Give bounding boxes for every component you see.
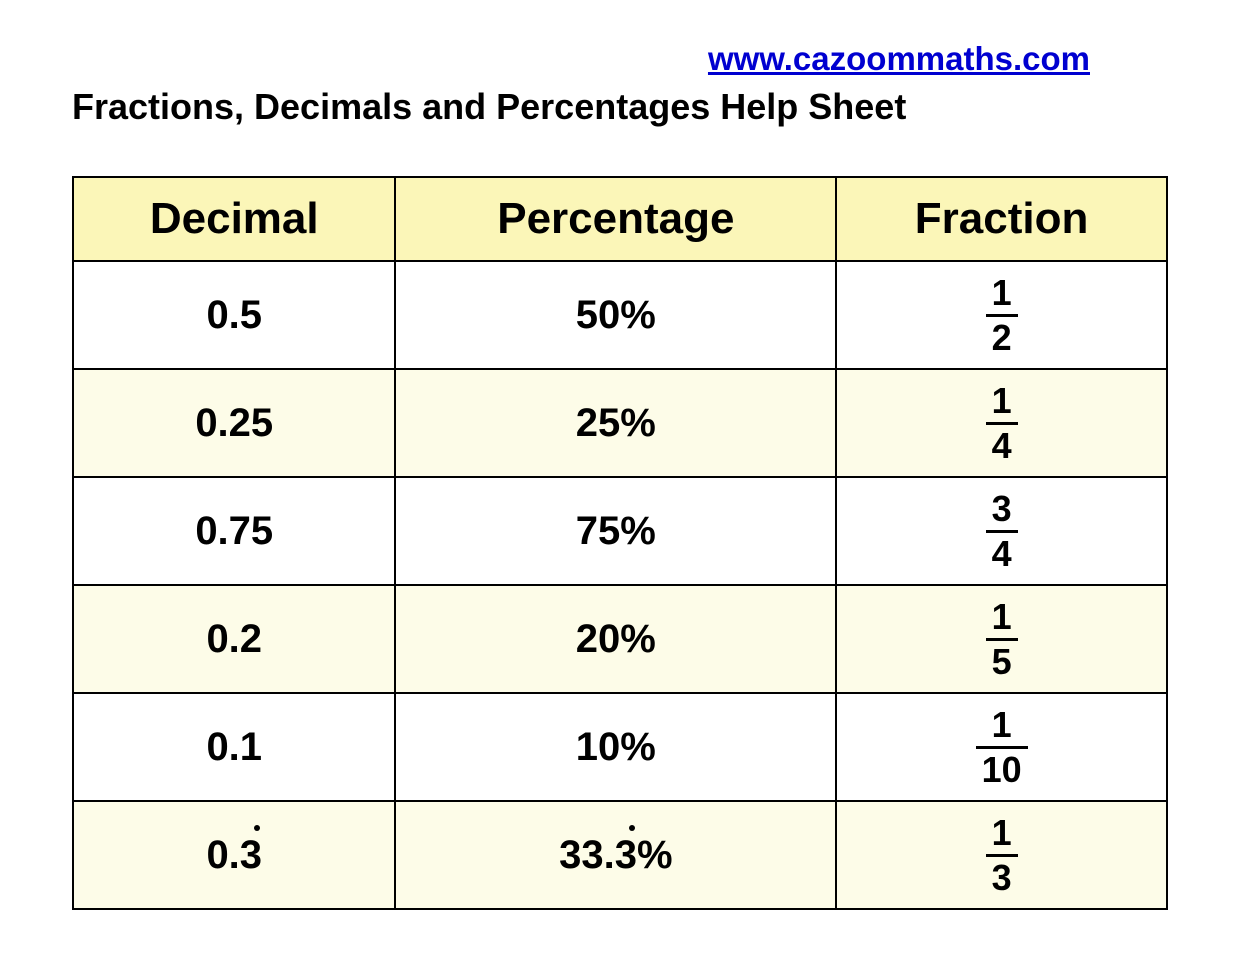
recurring-dot-icon (629, 825, 635, 831)
conversion-table: Decimal Percentage Fraction 0.550%120.25… (72, 176, 1168, 910)
fraction-numerator: 1 (986, 275, 1018, 317)
column-header-fraction: Fraction (836, 177, 1167, 261)
percentage-cell: 10% (395, 693, 836, 801)
table-body: 0.550%120.2525%140.7575%340.220%150.110%… (73, 261, 1167, 909)
website-url-link[interactable]: www.cazoommaths.com (708, 40, 1090, 77)
column-header-percentage: Percentage (395, 177, 836, 261)
table-row: 0.3 33.3% 13 (73, 801, 1167, 909)
fraction-numerator: 3 (986, 491, 1018, 533)
fraction-display: 13 (986, 815, 1018, 896)
fraction-cell: 12 (836, 261, 1167, 369)
fraction-display: 12 (986, 275, 1018, 356)
conversion-table-container: Decimal Percentage Fraction 0.550%120.25… (60, 176, 1180, 910)
page-title: Fractions, Decimals and Percentages Help… (60, 86, 1180, 128)
percentage-cell: 25% (395, 369, 836, 477)
fraction-display: 34 (986, 491, 1018, 572)
fraction-display: 14 (986, 383, 1018, 464)
table-row: 0.550% 12 (73, 261, 1167, 369)
fraction-denominator: 3 (986, 857, 1018, 896)
fraction-denominator: 4 (986, 425, 1018, 464)
fraction-display: 15 (986, 599, 1018, 680)
fraction-denominator: 10 (976, 749, 1028, 788)
fraction-numerator: 1 (986, 815, 1018, 857)
table-row: 0.2525% 14 (73, 369, 1167, 477)
column-header-decimal: Decimal (73, 177, 395, 261)
decimal-cell: 0.2 (73, 585, 395, 693)
recurring-dot-icon (254, 825, 260, 831)
fraction-numerator: 1 (986, 599, 1018, 641)
fraction-denominator: 5 (986, 641, 1018, 680)
table-row: 0.7575% 34 (73, 477, 1167, 585)
fraction-denominator: 2 (986, 317, 1018, 356)
fraction-denominator: 4 (986, 533, 1018, 572)
decimal-cell: 0.3 (73, 801, 395, 909)
table-header-row: Decimal Percentage Fraction (73, 177, 1167, 261)
percentage-cell: 50% (395, 261, 836, 369)
recurring-decimal: 0.3 (206, 833, 262, 878)
percentage-cell: 20% (395, 585, 836, 693)
fraction-cell: 34 (836, 477, 1167, 585)
decimal-cell: 0.75 (73, 477, 395, 585)
fraction-numerator: 1 (976, 707, 1028, 749)
fraction-cell: 14 (836, 369, 1167, 477)
percentage-cell: 33.3% (395, 801, 836, 909)
fraction-numerator: 1 (986, 383, 1018, 425)
url-container: www.cazoommaths.com (60, 40, 1180, 78)
fraction-cell: 110 (836, 693, 1167, 801)
fraction-cell: 15 (836, 585, 1167, 693)
table-row: 0.220% 15 (73, 585, 1167, 693)
table-row: 0.110% 110 (73, 693, 1167, 801)
decimal-cell: 0.25 (73, 369, 395, 477)
fraction-display: 110 (976, 707, 1028, 788)
decimal-cell: 0.1 (73, 693, 395, 801)
recurring-percentage: 33.3% (559, 833, 672, 878)
decimal-cell: 0.5 (73, 261, 395, 369)
percentage-cell: 75% (395, 477, 836, 585)
fraction-cell: 13 (836, 801, 1167, 909)
